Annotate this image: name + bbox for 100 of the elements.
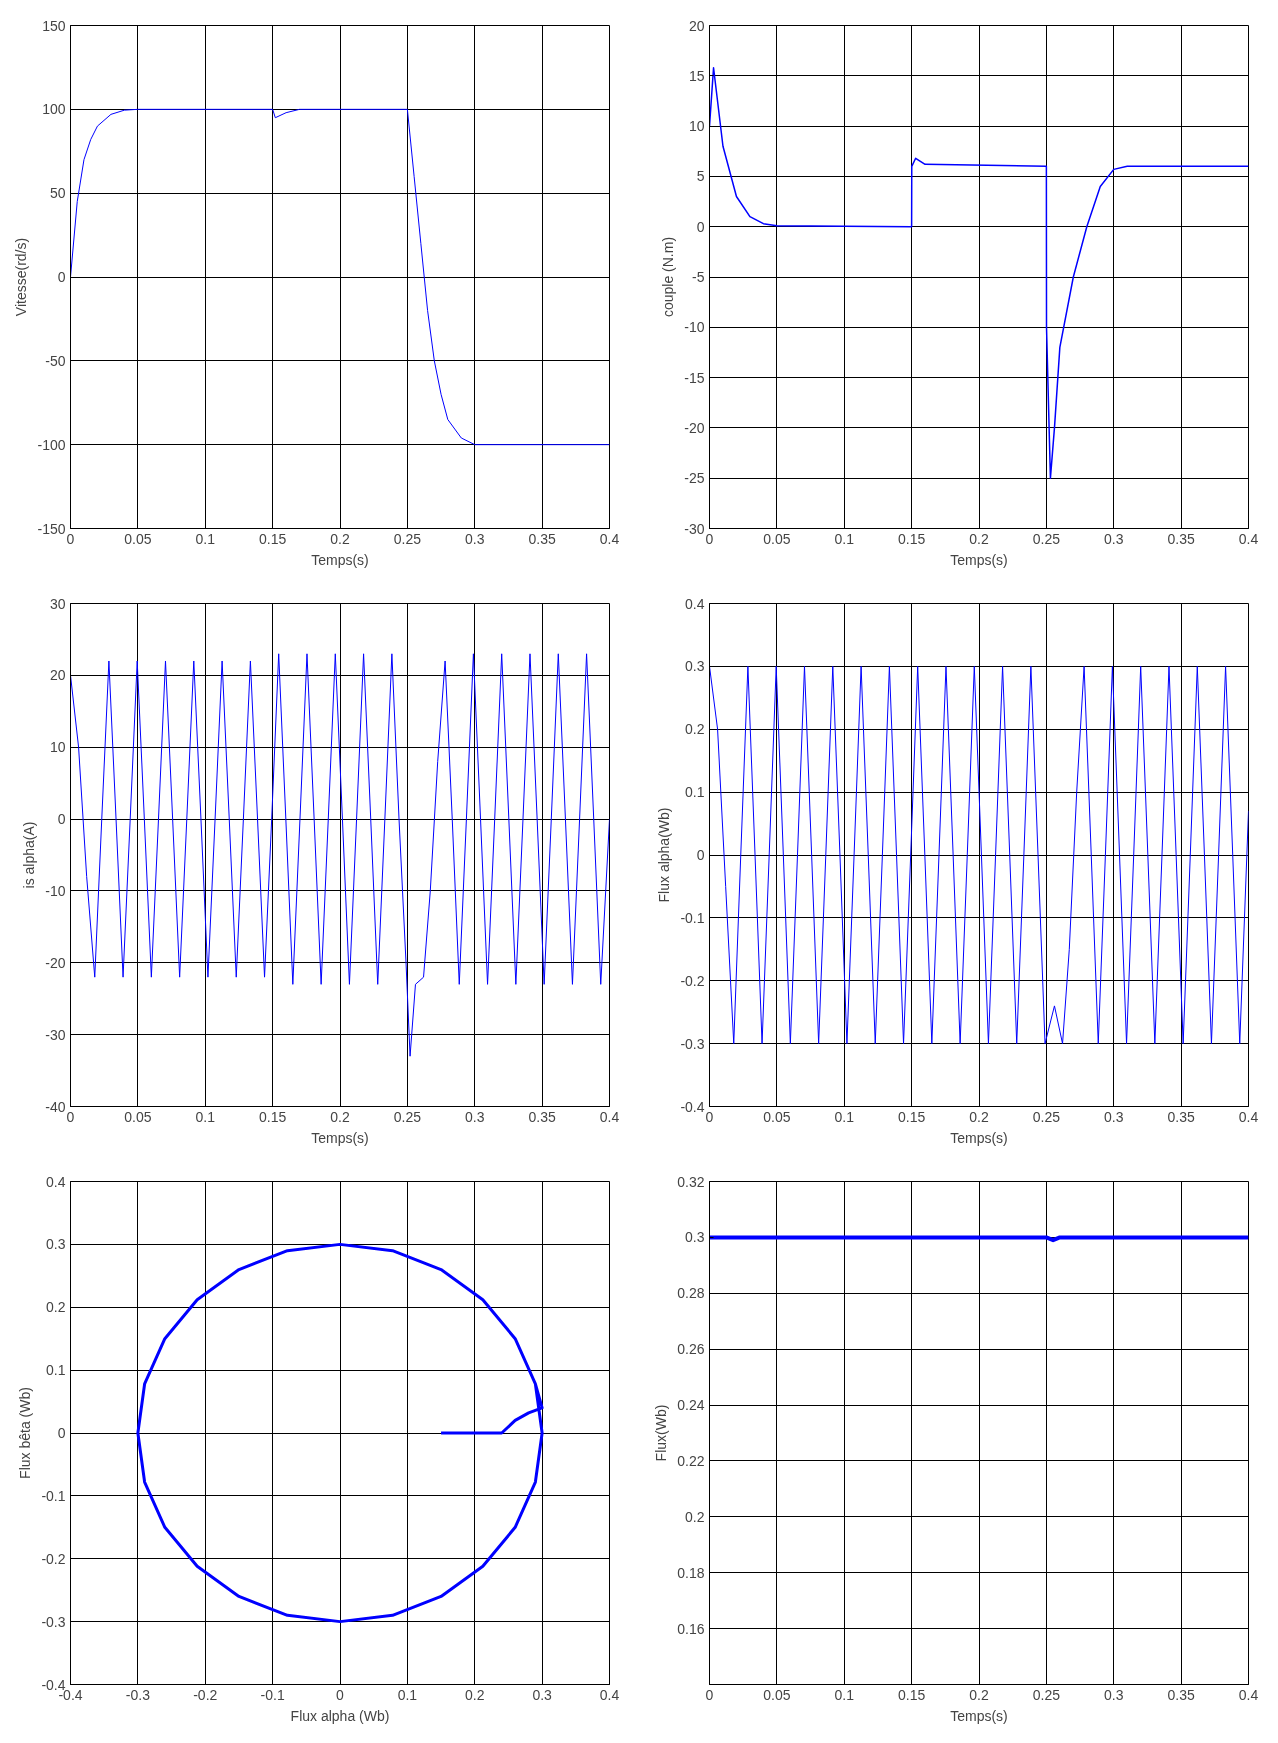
y-axis-title: Flux alpha(Wb): [656, 807, 673, 903]
y-axis-title: couple (N.m): [660, 236, 677, 318]
x-tick-label: 0.4: [1238, 1108, 1259, 1125]
y-tick-label: 10: [49, 739, 66, 756]
x-tick-label: 0.05: [124, 1108, 152, 1125]
x-tick-label: 0.25: [1032, 1108, 1061, 1125]
y-tick-label: -30: [45, 1026, 66, 1043]
x-axis-title: Temps(s): [950, 1129, 1008, 1146]
y-tick-label: 0.2: [685, 721, 705, 738]
y-tick-label: -100: [37, 436, 66, 453]
y-tick-label: -150: [37, 520, 66, 537]
y-tick-label: 0.2: [46, 1299, 66, 1316]
y-tick-label: -20: [684, 419, 705, 436]
y-tick-label: 0.1: [685, 784, 705, 801]
y-tick-label: 30: [49, 595, 66, 612]
y-tick-label: 50: [49, 185, 66, 202]
x-tick-label: 0.25: [1032, 1686, 1061, 1703]
y-tick-label: 0: [57, 811, 66, 828]
y-tick-label: 5: [696, 168, 705, 185]
y-tick-label: -10: [684, 319, 705, 336]
x-tick-label: 0.25: [1032, 530, 1061, 547]
y-tick-label: 0.26: [677, 1341, 705, 1358]
y-tick-label: -0.1: [41, 1487, 66, 1504]
x-tick-label: 0.4: [599, 530, 620, 547]
y-tick-label: -15: [684, 369, 705, 386]
y-tick-label: -0.3: [680, 1035, 705, 1052]
x-tick-label: 0.3: [1104, 1686, 1124, 1703]
y-axis-title: Flux bêta (Wb): [17, 1387, 34, 1479]
y-tick-label: 0.22: [677, 1452, 705, 1469]
x-tick-label: 0.4: [599, 1686, 620, 1703]
y-tick-label: -0.2: [680, 972, 705, 989]
y-tick-label: 10: [688, 118, 705, 135]
x-tick-label: 0.15: [898, 1108, 926, 1125]
x-tick-label: 0.15: [259, 530, 287, 547]
x-tick-label: 0.1: [397, 1686, 418, 1703]
x-tick-label: 0.15: [898, 530, 926, 547]
y-tick-label: 0: [696, 847, 705, 863]
x-tick-label: 0.1: [834, 1686, 855, 1703]
y-tick-label: 20: [49, 667, 66, 684]
y-tick-label: 0.4: [685, 595, 705, 612]
x-tick-label: 0.25: [393, 530, 422, 547]
x-tick-label: 0.3: [465, 1108, 485, 1125]
y-tick-label: 100: [42, 101, 66, 118]
x-tick-label: 0.35: [1167, 1686, 1195, 1703]
x-tick-label: 0.1: [834, 1108, 855, 1125]
x-tick-label: 0.3: [1104, 1108, 1124, 1125]
y-tick-label: 0.1: [46, 1362, 66, 1379]
y-tick-label: 0.3: [46, 1236, 66, 1253]
x-tick-label: 0.4: [1238, 530, 1259, 547]
y-tick-label: -20: [45, 954, 66, 971]
y-tick-label: 0.3: [685, 658, 705, 675]
y-axis-title: Flux(Wb): [653, 1404, 670, 1462]
y-tick-label: -10: [45, 882, 66, 899]
y-tick-label: 0.4: [46, 1173, 66, 1190]
x-tick-label: 0.2: [465, 1686, 485, 1703]
y-tick-label: 0.2: [685, 1508, 705, 1525]
x-tick-label: -0.2: [193, 1686, 218, 1703]
y-tick-label: 0: [57, 269, 66, 285]
x-tick-label: 0.05: [763, 530, 791, 547]
y-tick-label: -0.3: [41, 1613, 66, 1630]
x-tick-label: 0.15: [898, 1686, 926, 1703]
y-tick-label: 0: [696, 218, 705, 235]
x-axis-title: Temps(s): [950, 551, 1008, 568]
y-tick-label: 150: [42, 17, 66, 34]
x-tick-label: 0.3: [1104, 530, 1124, 547]
x-tick-label: 0.3: [465, 530, 485, 547]
x-tick-label: 0.2: [969, 1108, 989, 1125]
y-tick-label: 0.32: [677, 1173, 705, 1190]
y-tick-label: -0.2: [41, 1550, 66, 1567]
x-tick-label: 0.4: [1238, 1686, 1259, 1703]
x-tick-label: -0.3: [125, 1686, 151, 1703]
x-tick-label: 0.2: [330, 530, 350, 547]
x-tick-label: 0.05: [124, 530, 152, 547]
y-tick-label: -50: [45, 352, 66, 369]
x-tick-label: 0: [336, 1686, 345, 1703]
x-tick-label: 0.35: [1167, 1108, 1195, 1125]
y-tick-label: -0.1: [680, 909, 705, 926]
y-tick-label: -5: [692, 269, 705, 285]
x-tick-label: 0.1: [195, 530, 216, 547]
y-tick-label: 0: [57, 1425, 66, 1441]
x-axis-title: Temps(s): [311, 1129, 369, 1146]
x-tick-label: 0.25: [393, 1108, 422, 1125]
x-tick-label: 0.4: [599, 1108, 620, 1125]
x-tick-label: 0.1: [195, 1108, 216, 1125]
y-tick-label: 15: [688, 67, 705, 84]
x-tick-label: 0.35: [1167, 530, 1195, 547]
x-tick-label: 0.35: [528, 530, 556, 547]
x-tick-label: 0.2: [330, 1108, 350, 1125]
x-tick-label: 0.1: [834, 530, 855, 547]
x-tick-label: 0.2: [969, 530, 989, 547]
y-axis-title: is alpha(A): [21, 821, 38, 889]
y-tick-label: -25: [684, 470, 705, 487]
x-tick-label: 0.35: [528, 1108, 556, 1125]
y-tick-label: 0.24: [677, 1397, 705, 1414]
x-tick-label: 0.15: [259, 1108, 287, 1125]
x-tick-label: 0.05: [763, 1686, 791, 1703]
y-axis-title: Vitesse(rd/s): [13, 237, 30, 317]
y-tick-label: 0.16: [677, 1620, 705, 1637]
y-tick-label: 0.28: [677, 1285, 705, 1302]
x-axis-title: Temps(s): [950, 1707, 1008, 1724]
